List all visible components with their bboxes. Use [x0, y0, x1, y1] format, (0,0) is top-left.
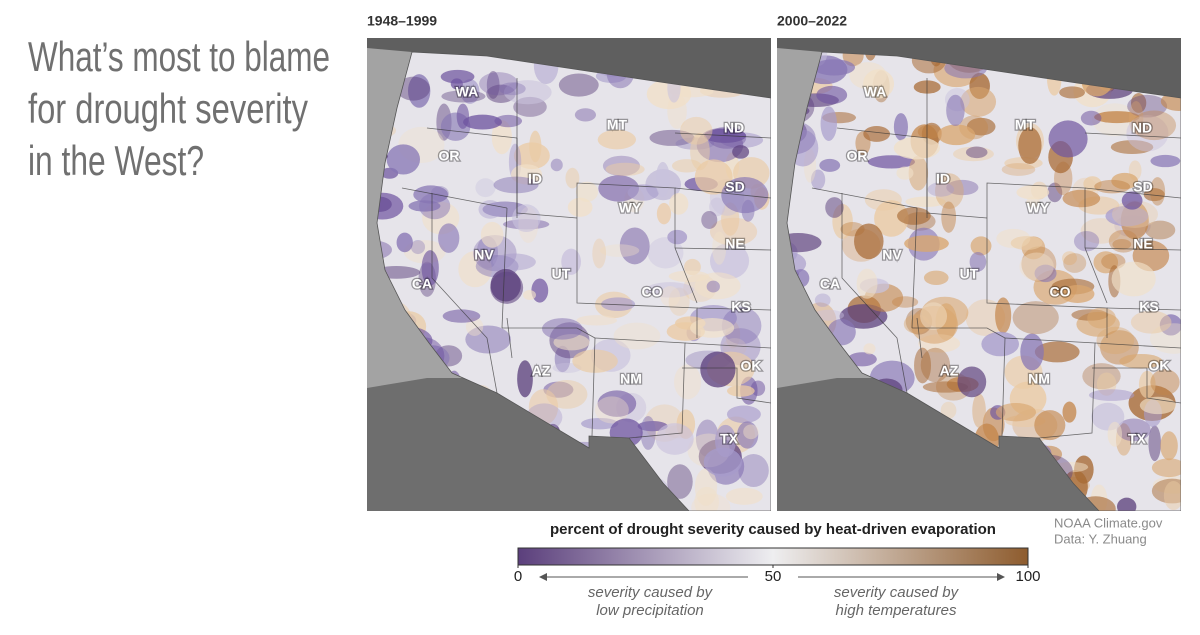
state-label: NV [474, 247, 494, 263]
state-label: SD [1133, 179, 1152, 195]
state-label: NM [620, 371, 642, 387]
state-label: CA [820, 276, 840, 292]
state-label: NE [1133, 236, 1152, 252]
title-line: What’s most to blame [28, 33, 330, 80]
state-label: MT [1015, 117, 1036, 133]
state-label: CO [1050, 284, 1071, 300]
state-label: SD [725, 179, 744, 195]
state-label: OR [847, 148, 868, 164]
note-left: low precipitation [596, 602, 704, 619]
state-label: AZ [940, 363, 959, 379]
tick-label: 50 [765, 568, 782, 585]
state-label: OK [1149, 358, 1170, 374]
state-label: KS [731, 299, 750, 315]
note-left: severity caused by [588, 584, 714, 601]
map-panel [777, 38, 1181, 511]
state-label: ID [528, 171, 542, 187]
state-label: WA [864, 84, 887, 100]
credit: Data: Y. Zhuang [1054, 531, 1147, 546]
state-label: NV [882, 247, 902, 263]
state-label: OR [439, 148, 460, 164]
credit: NOAA Climate.gov [1054, 515, 1163, 530]
state-label: TX [720, 431, 739, 447]
state-label: ND [724, 120, 744, 136]
period-label: 1948–1999 [367, 13, 437, 29]
map-panel [367, 38, 771, 511]
note-right: high temperatures [836, 602, 957, 619]
state-label: WA [456, 84, 479, 100]
state-label: ID [936, 171, 950, 187]
color-scale [517, 547, 1029, 566]
state-label: CO [642, 284, 663, 300]
legend-title: percent of drought severity caused by he… [550, 521, 996, 538]
state-label: NM [1028, 371, 1050, 387]
state-label: KS [1139, 299, 1158, 315]
state-label: NE [725, 236, 744, 252]
state-label: AZ [532, 363, 551, 379]
state-label: UT [552, 266, 571, 282]
state-label: OK [741, 358, 762, 374]
tick-label: 100 [1015, 568, 1040, 585]
tick-label: 0 [514, 568, 522, 585]
state-label: CA [412, 276, 432, 292]
mexico [367, 378, 689, 511]
note-right: severity caused by [834, 584, 960, 601]
state-label: TX [1128, 431, 1147, 447]
state-label: ND [1132, 120, 1152, 136]
title-line: in the West? [28, 137, 204, 184]
state-label: UT [960, 266, 979, 282]
state-label: MT [607, 117, 628, 133]
title-line: for drought severity [28, 85, 308, 132]
mexico [777, 378, 1099, 511]
state-label: WY [1027, 200, 1050, 216]
period-label: 2000–2022 [777, 13, 847, 29]
state-label: WY [619, 200, 642, 216]
